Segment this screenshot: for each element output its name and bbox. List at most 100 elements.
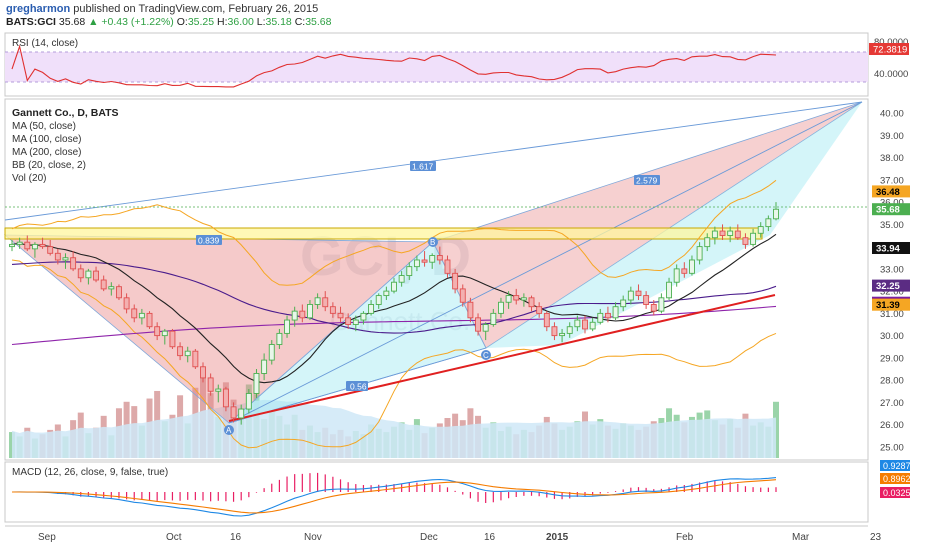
candle-body <box>727 230 734 236</box>
price-axis-label: 38.00 <box>880 153 904 164</box>
candle-body <box>452 272 459 290</box>
rsi-panel: RSI (14, close) 80.0000 40.0000 72.3819 <box>4 32 909 97</box>
candle-body <box>582 319 588 330</box>
candle-body <box>16 241 23 245</box>
time-axis-label: Mar <box>792 532 810 543</box>
time-axis-label: 16 <box>484 532 496 543</box>
candle-body <box>543 312 550 328</box>
price-axis-label: 30.00 <box>880 331 904 342</box>
candle-body <box>24 241 31 250</box>
candle-body <box>391 281 397 292</box>
rsi-line <box>11 44 777 88</box>
candle-body <box>589 321 596 330</box>
macd-last-macd: 0.9287 <box>883 461 911 471</box>
signal-line <box>12 479 777 514</box>
rsi-axis-40: 40.0000 <box>874 69 908 80</box>
ma50-line <box>11 233 777 384</box>
candle-body <box>39 243 46 248</box>
candle-body <box>108 286 115 290</box>
change-arrow: ▲ <box>88 16 99 28</box>
candle-body <box>268 344 275 361</box>
bb-upper <box>11 179 777 286</box>
price-axis-label: 28.00 <box>880 376 904 387</box>
candle-body <box>93 270 99 281</box>
price-axis-label: 27.00 <box>880 398 904 409</box>
price-axis-label: 40.00 <box>880 109 904 120</box>
candle-body <box>398 275 405 283</box>
price-tag-label: 31.39 <box>876 300 900 311</box>
price-tag <box>872 185 910 198</box>
candle-body <box>345 317 352 325</box>
candle-body <box>413 259 420 268</box>
price-axis-label: 39.00 <box>880 131 904 142</box>
fib-label-0839: 0.839 <box>198 236 220 246</box>
candle-body <box>383 290 390 297</box>
candle-body <box>360 312 367 321</box>
legend-ma50: MA (50, close) <box>12 121 76 132</box>
macd-line <box>11 477 777 517</box>
candle-body <box>696 246 703 261</box>
candle-body <box>689 259 695 274</box>
close-label: C: <box>294 16 306 28</box>
candle-body <box>528 297 535 308</box>
candle-body <box>765 218 772 228</box>
price-tag-label: 35.68 <box>876 205 900 216</box>
candle-body <box>612 306 619 319</box>
time-axis-label: Feb <box>676 532 694 543</box>
price-axis-label: 26.00 <box>880 420 904 431</box>
candle-body <box>54 252 61 261</box>
candle-body <box>329 306 336 314</box>
author-link[interactable]: gregharmon <box>6 3 71 15</box>
candle-body <box>238 408 245 419</box>
macd-tag-1 <box>880 460 910 471</box>
candle-body <box>314 297 321 305</box>
candle-body <box>123 297 130 310</box>
macd-title: MACD (12, 26, close, 9, false, true) <box>12 467 168 478</box>
candle-body <box>222 388 229 408</box>
price-axis-label: 31.00 <box>880 309 904 320</box>
chart-header: gregharmon published on TradingView.com,… <box>0 0 932 30</box>
candle-body <box>719 230 726 236</box>
candle-body <box>291 310 298 321</box>
candle-body <box>161 330 168 337</box>
candle-body <box>85 270 92 279</box>
time-axis[interactable]: Sep Oct 16 Nov Dec 16 2015 Feb Mar 23 <box>5 525 882 543</box>
candle-body <box>154 326 161 337</box>
candle-body <box>184 350 191 357</box>
candle-body <box>261 359 268 374</box>
legend-ma200: MA (200, close) <box>12 147 81 158</box>
price-axis[interactable]: 40.00 39.00 38.00 37.00 36.00 35.00 33.00 32.00… <box>880 109 904 454</box>
candle-body <box>100 279 107 290</box>
time-axis-label: Dec <box>420 532 438 543</box>
change-value: +0.43 (+1.22%) <box>101 16 174 28</box>
high-label: H: <box>217 16 228 28</box>
candle-body <box>322 297 329 308</box>
ma200-line <box>11 305 777 346</box>
legend-bb: BB (20, close, 2) <box>12 160 86 171</box>
candle-body <box>734 230 741 239</box>
candle-body <box>337 312 344 319</box>
price-tag-label: 32.25 <box>876 281 900 292</box>
quote-line: BATS:GCI 35.68 ▲ +0.43 (+1.22%) O:35.25 … <box>6 16 331 28</box>
publish-text: published on TradingView.com, February 2… <box>73 3 319 15</box>
macd-tag-2 <box>880 473 910 484</box>
open-value: 35.25 <box>187 16 215 28</box>
candle-body <box>559 332 566 337</box>
fib-label-1617: 1.617 <box>412 162 434 172</box>
point-a: A <box>226 426 232 435</box>
price-tag-label: 33.94 <box>876 244 900 255</box>
legend-ma100: MA (100, close) <box>12 134 81 145</box>
candle-body <box>421 259 428 263</box>
candle-body <box>207 377 214 392</box>
candles <box>9 202 779 425</box>
price-tag-label: 36.48 <box>876 187 900 198</box>
candle-body <box>658 297 665 312</box>
candle-body <box>643 295 650 305</box>
candle-body <box>253 373 260 394</box>
candle-body <box>681 268 688 274</box>
price-axis-label: 36.00 <box>880 198 904 209</box>
fib-line-ad <box>228 101 863 424</box>
candle-body <box>47 246 54 254</box>
cd-fill <box>486 102 862 348</box>
